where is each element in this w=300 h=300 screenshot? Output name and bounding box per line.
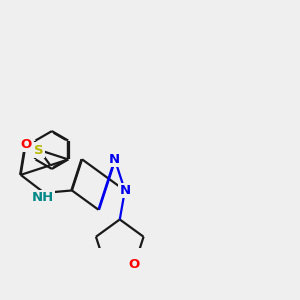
- Text: N: N: [109, 153, 120, 166]
- Text: S: S: [34, 143, 44, 157]
- Text: O: O: [129, 258, 140, 271]
- Text: NH: NH: [32, 191, 54, 204]
- Text: O: O: [20, 138, 31, 151]
- Text: N: N: [119, 184, 130, 197]
